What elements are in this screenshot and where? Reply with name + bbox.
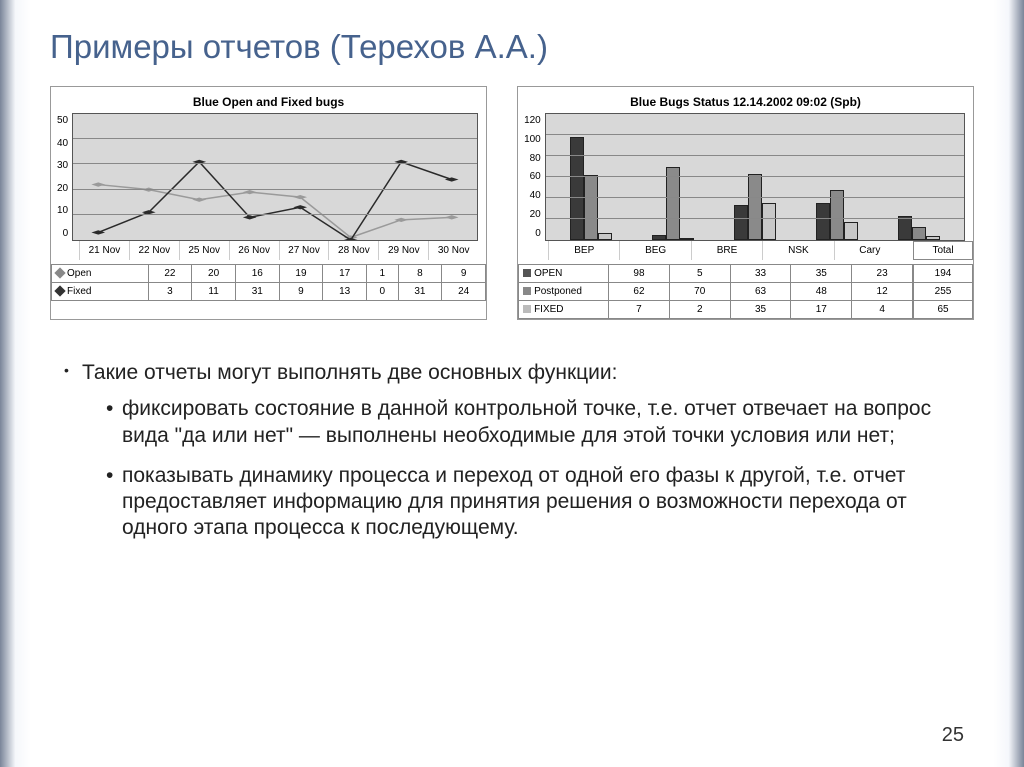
bullet-item-1: фиксировать состояние в данной контрольн… — [50, 396, 974, 449]
slide-title: Примеры отчетов (Терехов А.А.) — [50, 28, 974, 66]
line-chart-plot — [72, 113, 478, 241]
line-chart-data-table: Open2220161917189Fixed3113191303124 — [51, 264, 486, 301]
bar-chart-xaxis: BEPBEGBRENSKCary — [548, 241, 905, 260]
bar-chart-yaxis: 020406080100120 — [518, 113, 545, 241]
bar-chart-total-header: Total — [913, 241, 973, 260]
bullet-item-2: показывать динамику процесса и переход о… — [50, 463, 974, 542]
line-chart-container: Blue Open and Fixed bugs 01020304050 21 … — [50, 86, 487, 320]
charts-row: Blue Open and Fixed bugs 01020304050 21 … — [50, 86, 974, 320]
line-chart-title: Blue Open and Fixed bugs — [51, 87, 486, 113]
bullet-list: Такие отчеты могут выполнять две основны… — [50, 360, 974, 542]
line-chart-yaxis: 01020304050 — [51, 113, 72, 241]
page-number: 25 — [942, 724, 964, 747]
bar-chart-plot — [545, 113, 965, 241]
bar-chart-title: Blue Bugs Status 12.14.2002 09:02 (Spb) — [518, 87, 973, 113]
bullet-intro: Такие отчеты могут выполнять две основны… — [50, 360, 974, 386]
bar-chart-data-table: OPEN985333523Postponed6270634812FIXED723… — [518, 264, 913, 319]
bar-chart-container: Blue Bugs Status 12.14.2002 09:02 (Spb) … — [517, 86, 974, 320]
bar-chart-totals: 19425565 — [913, 264, 973, 319]
line-chart-xaxis: 21 Nov22 Nov25 Nov26 Nov27 Nov28 Nov29 N… — [79, 241, 478, 260]
